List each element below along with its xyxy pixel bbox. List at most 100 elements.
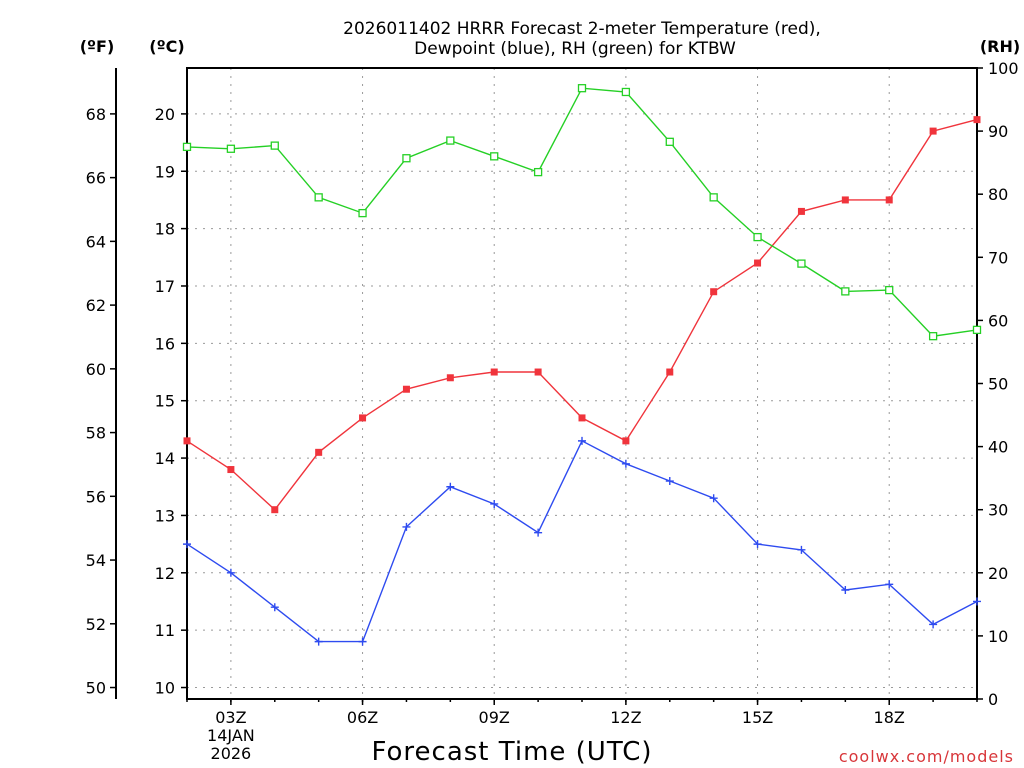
rh-point [314, 193, 323, 202]
rh-line [186, 87, 978, 337]
dewpoint-point [841, 586, 850, 595]
rh-point [797, 259, 806, 268]
temperature-point [271, 506, 279, 514]
temperature-point [666, 368, 674, 376]
celsius-tick-label: 17 [155, 277, 175, 296]
celsius-tick-label: 12 [155, 564, 175, 583]
x-tick-label: 09Z [479, 708, 510, 727]
rh-point [490, 152, 499, 161]
x-tick-label: 18Z [874, 708, 905, 727]
dewpoint-point [797, 545, 806, 554]
dewpoint-point [709, 494, 718, 503]
temperature-point [315, 448, 323, 456]
dewpoint-point [226, 568, 235, 577]
dewpoint-point [885, 580, 894, 589]
rh-point [709, 193, 718, 202]
fahrenheit-tick-label: 68 [86, 105, 106, 124]
plot-frame [186, 67, 978, 700]
celsius-tick-label: 20 [155, 105, 175, 124]
temperature-point [402, 385, 410, 393]
temperature-point [754, 259, 762, 267]
temperature-point [359, 414, 367, 422]
dewpoint-point [446, 482, 455, 491]
temperature-point [534, 368, 542, 376]
rh-point [446, 136, 455, 145]
fahrenheit-tick-label: 62 [86, 296, 106, 315]
rh-tick-label: 0 [988, 690, 998, 709]
series-dewpoint [183, 436, 981, 646]
dewpoint-point [314, 637, 323, 646]
x-tick-label: 15Z [742, 708, 773, 727]
temperature-point [183, 437, 191, 445]
rh-point [270, 141, 279, 150]
celsius-tick-label: 15 [155, 392, 175, 411]
rh-tick-label: 70 [988, 248, 1008, 267]
celsius-tick-label: 13 [155, 506, 175, 525]
dewpoint-point [490, 499, 499, 508]
axis-ticks: 10 11 12 13 14 15 16 17 18 19 20 50 52 54 56 58 60 62 64 66… [86, 59, 1019, 763]
fahrenheit-tick-label: 56 [86, 487, 106, 506]
rh-unit-label: (RH) [980, 37, 1020, 56]
rh-tick-label: 80 [988, 185, 1008, 204]
fahrenheit-unit-label: (ºF) [80, 37, 115, 56]
rh-point [928, 332, 938, 341]
rh-tick-label: 50 [988, 375, 1008, 394]
rh-tick-label: 90 [988, 122, 1008, 141]
dewpoint-point [578, 436, 586, 445]
rh-tick-label: 30 [988, 501, 1008, 520]
temperature-point [710, 288, 718, 296]
fahrenheit-tick-label: 54 [86, 551, 106, 570]
celsius-tick-label: 18 [155, 220, 175, 239]
dewpoint-point [929, 620, 938, 629]
celsius-tick-label: 16 [155, 334, 175, 353]
dewpoint-point [270, 603, 279, 612]
grid-lines [187, 68, 977, 699]
temperature-point [929, 127, 937, 135]
temperature-point [622, 437, 630, 445]
x-tick-label: 06Z [347, 708, 378, 727]
dewpoint-point [621, 459, 630, 468]
fahrenheit-tick-label: 58 [86, 424, 106, 443]
celsius-tick-label: 11 [155, 621, 175, 640]
rh-tick-label: 10 [988, 627, 1008, 646]
rh-tick-label: 100 [988, 59, 1019, 78]
dewpoint-point [534, 528, 543, 537]
series-rh [182, 84, 982, 341]
celsius-tick-label: 19 [155, 162, 175, 181]
rh-point [358, 208, 367, 218]
rh-point [885, 285, 894, 295]
rh-point [972, 325, 982, 335]
axes [115, 67, 978, 700]
rh-point [753, 232, 762, 242]
rh-point [577, 84, 587, 93]
chart-title-line-2: Dewpoint (blue), RH (green) for KTBW [414, 39, 736, 59]
celsius-unit-label: (ºC) [149, 37, 184, 56]
rh-point [533, 167, 543, 177]
rh-point [226, 144, 236, 153]
celsius-tick-label: 10 [155, 679, 175, 698]
rh-point [841, 287, 850, 296]
temperature-point [841, 196, 849, 204]
series-temperature [183, 116, 981, 514]
data-series [182, 84, 982, 646]
fahrenheit-tick-label: 50 [86, 679, 106, 698]
dewpoint-point [973, 597, 981, 606]
dewpoint-point [402, 522, 411, 531]
dewpoint-point [753, 540, 762, 549]
fahrenheit-tick-label: 66 [86, 169, 106, 188]
dewpoint-point [665, 477, 674, 486]
rh-point [665, 137, 674, 146]
rh-tick-label: 20 [988, 564, 1008, 583]
dewpoint-point [358, 637, 367, 646]
x-axis-title: Forecast Time (UTC) [371, 737, 652, 767]
temperature-point [227, 466, 235, 474]
chart-title-line-1: 2026011402 HRRR Forecast 2-meter Tempera… [343, 19, 821, 39]
temperature-point [446, 374, 454, 382]
dewpoint-point [183, 540, 191, 549]
fahrenheit-tick-label: 52 [86, 615, 106, 634]
source-credit: coolwx.com/models [839, 747, 1014, 766]
temperature-line [186, 118, 978, 511]
fahrenheit-tick-label: 64 [86, 232, 106, 251]
temperature-point [578, 414, 586, 422]
